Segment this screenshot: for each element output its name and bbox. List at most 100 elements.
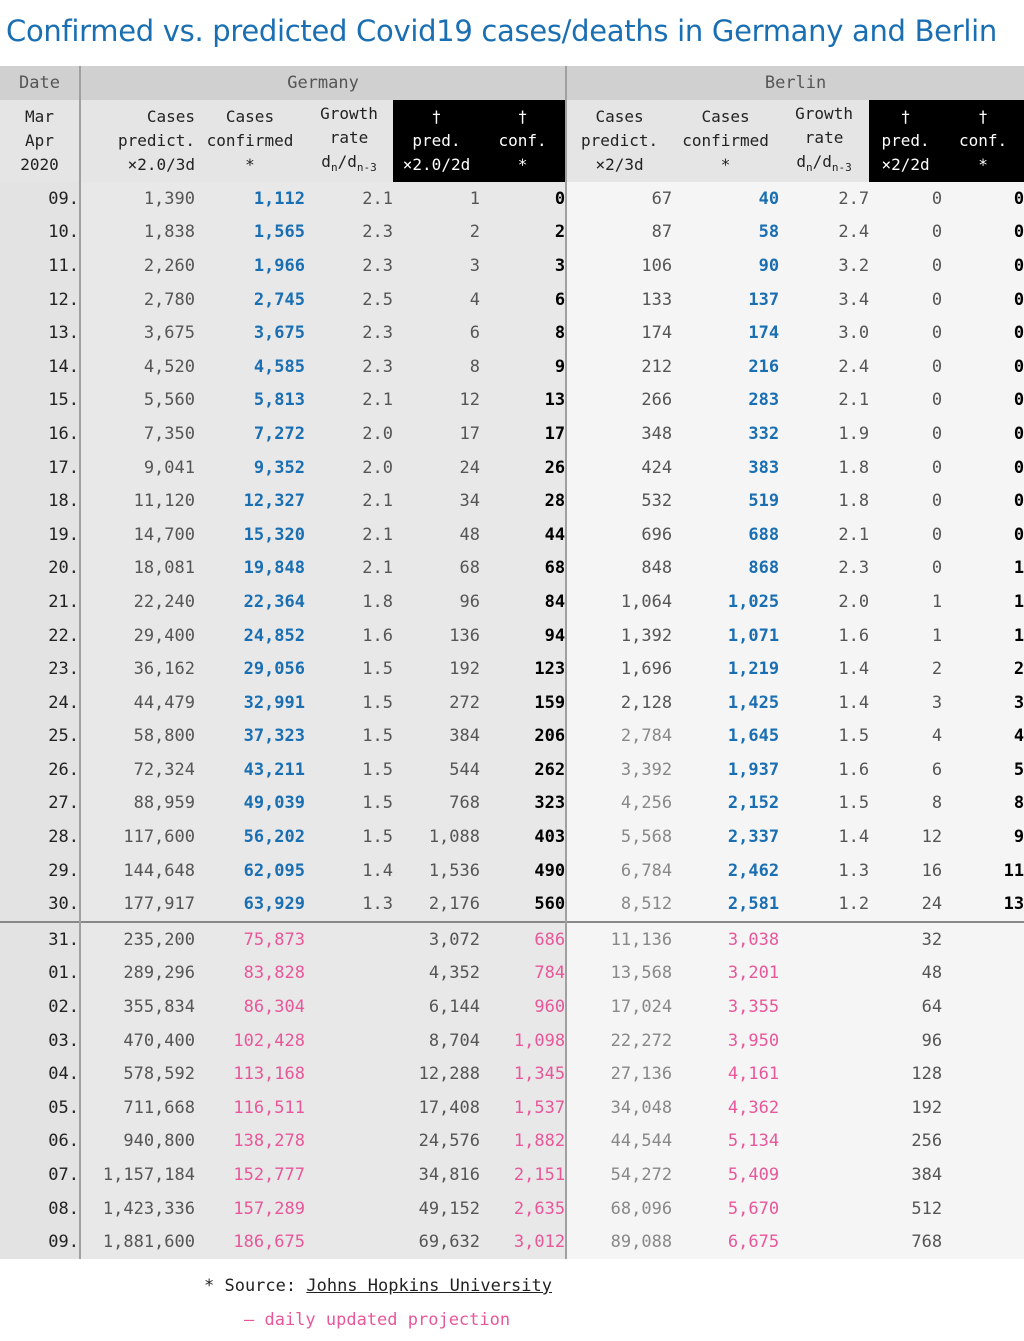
germany-deaths-predicted-cell: 6,144 bbox=[393, 990, 480, 1024]
table-row: 02. 355,834 86,304 6,144 960 17,024 3,355 64 bbox=[0, 990, 1024, 1024]
header-line: * bbox=[720, 155, 731, 174]
germany-growth-rate-cell: 2.0 bbox=[305, 450, 393, 485]
germany-cases-predicted-cell: 9,041 bbox=[79, 450, 195, 485]
header-line: conf. bbox=[958, 131, 1008, 150]
germany-cases-predicted-cell: 289,296 bbox=[79, 956, 195, 991]
berlin-cases-confirmed-cell: 4,362 bbox=[672, 1091, 780, 1125]
berlin-cases-confirmed-cell: 40 bbox=[672, 182, 780, 216]
berlin-cases-predicted-cell: 106 bbox=[565, 249, 673, 283]
berlin-growth-rate-cell: 1.4 bbox=[779, 652, 870, 686]
date-cell: 29. bbox=[0, 853, 80, 888]
source-link[interactable]: Johns Hopkins University bbox=[306, 1276, 552, 1296]
germany-deaths-confirmed-cell: 44 bbox=[480, 517, 567, 552]
germany-deaths-predicted-cell: 49,152 bbox=[393, 1191, 480, 1226]
germany-deaths-confirmed-cell: 9 bbox=[480, 349, 567, 384]
germany-deaths-predicted-cell: 12 bbox=[393, 383, 480, 418]
germany-cases-confirmed-cell: 86,304 bbox=[195, 990, 305, 1024]
germany-cases-confirmed-cell: 63,929 bbox=[195, 887, 305, 923]
table-row: 12. 2,780 2,745 2.5 4 6 133 137 3.4 0 0 bbox=[0, 282, 1024, 317]
berlin-growth-rate-cell: 1.5 bbox=[779, 786, 870, 821]
berlin-growth-rate-cell: 1.5 bbox=[779, 719, 870, 754]
berlin-deaths-confirmed-cell: 4 bbox=[942, 719, 1024, 754]
germany-cases-confirmed-cell: 12,327 bbox=[195, 484, 305, 518]
table-row: 03. 470,400 102,428 8,704 1,098 22,272 3,950 96 bbox=[0, 1023, 1024, 1058]
germany-deaths-confirmed-cell: 159 bbox=[480, 685, 567, 720]
germany-deaths-confirmed-cell: 3 bbox=[480, 249, 567, 283]
table-row: 22. 29,400 24,852 1.6 136 94 1,392 1,071 1.6 1 1 bbox=[0, 618, 1024, 653]
berlin-cases-predicted-cell: 1,392 bbox=[565, 618, 673, 653]
table-row: 05. 711,668 116,511 17,408 1,537 34,048 4,362 1… bbox=[0, 1091, 1024, 1125]
berlin-deaths-predicted-cell: 0 bbox=[869, 551, 943, 586]
germany-deaths-confirmed-cell: 3,012 bbox=[480, 1225, 567, 1259]
table-row: 31. 235,200 75,873 3,072 686 11,136 3,038 32 bbox=[0, 921, 1024, 957]
berlin-cases-confirmed-cell: 58 bbox=[672, 215, 780, 250]
berlin-cases-confirmed-cell: 3,201 bbox=[672, 956, 780, 991]
date-cell: 14. bbox=[0, 349, 80, 384]
germany-deaths-confirmed-cell: 403 bbox=[480, 820, 567, 854]
germany-growth-rate-cell: 1.6 bbox=[305, 618, 393, 653]
germany-deaths-predicted-cell: 3 bbox=[393, 249, 480, 283]
berlin-deaths-confirmed-cell: 0 bbox=[942, 182, 1024, 216]
date-cell: 30. bbox=[0, 887, 80, 923]
berlin-growth-rate-header: Growth rate dn/dn-3 bbox=[779, 100, 870, 182]
date-group-header: Date bbox=[0, 66, 80, 100]
germany-growth-rate-cell bbox=[305, 1023, 393, 1058]
header-line: Cases bbox=[595, 107, 644, 126]
table-row: 06. 940,800 138,278 24,576 1,882 44,544 5,134 2… bbox=[0, 1124, 1024, 1159]
berlin-cases-confirmed-cell: 2,462 bbox=[672, 853, 780, 888]
header-line: ×2.0/3d bbox=[127, 155, 195, 174]
berlin-cases-confirmed-cell: 2,337 bbox=[672, 820, 780, 854]
germany-group-header: Germany bbox=[78, 66, 567, 100]
germany-cases-confirmed-cell: 32,991 bbox=[195, 685, 305, 720]
berlin-cases-confirmed-header: Cases confirmed * bbox=[672, 100, 780, 182]
germany-cases-confirmed-cell: 116,511 bbox=[195, 1091, 305, 1125]
germany-cases-confirmed-cell: 3,675 bbox=[195, 316, 305, 350]
germany-deaths-predicted-cell: 8,704 bbox=[393, 1023, 480, 1058]
berlin-cases-confirmed-cell: 3,950 bbox=[672, 1023, 780, 1058]
berlin-cases-confirmed-cell: 1,645 bbox=[672, 719, 780, 754]
berlin-deaths-confirmed-cell bbox=[942, 1158, 1024, 1192]
germany-deaths-confirmed-cell: 123 bbox=[480, 652, 567, 686]
berlin-cases-predicted-cell: 87 bbox=[565, 215, 673, 250]
header-line: confirmed bbox=[206, 131, 294, 150]
germany-cases-confirmed-cell: 9,352 bbox=[195, 450, 305, 485]
germany-deaths-predicted-cell: 24 bbox=[393, 450, 480, 485]
berlin-cases-confirmed-cell: 3,355 bbox=[672, 990, 780, 1024]
berlin-growth-rate-cell: 1.8 bbox=[779, 484, 870, 518]
berlin-growth-rate-cell: 2.7 bbox=[779, 182, 870, 216]
table-row: 30. 177,917 63,929 1.3 2,176 560 8,512 2,581 1.2… bbox=[0, 887, 1024, 923]
germany-cases-predicted-cell: 711,668 bbox=[79, 1091, 195, 1125]
germany-cases-predicted-cell: 1,157,184 bbox=[79, 1158, 195, 1192]
berlin-deaths-predicted-cell: 0 bbox=[869, 316, 943, 350]
germany-deaths-predicted-cell: 2 bbox=[393, 215, 480, 250]
berlin-deaths-confirmed-cell: 13 bbox=[942, 887, 1024, 923]
germany-growth-rate-header: Growth rate dn/dn-3 bbox=[305, 100, 393, 182]
germany-growth-rate-cell bbox=[305, 1191, 393, 1226]
berlin-growth-rate-cell bbox=[779, 956, 870, 991]
berlin-deaths-confirmed-cell bbox=[942, 1091, 1024, 1125]
germany-cases-predicted-cell: 2,780 bbox=[79, 282, 195, 317]
header-line: * bbox=[245, 155, 255, 174]
germany-deaths-predicted-cell: 2,176 bbox=[393, 887, 480, 923]
berlin-cases-confirmed-cell: 519 bbox=[672, 484, 780, 518]
date-column-header: Mar Apr 2020 bbox=[0, 100, 80, 182]
date-cell: 25. bbox=[0, 719, 80, 754]
germany-deaths-predicted-cell: 1 bbox=[393, 182, 480, 216]
germany-cases-confirmed-cell: 29,056 bbox=[195, 652, 305, 686]
germany-cases-confirmed-cell: 43,211 bbox=[195, 753, 305, 787]
germany-growth-rate-cell: 2.3 bbox=[305, 249, 393, 283]
berlin-growth-rate-cell: 3.2 bbox=[779, 249, 870, 283]
berlin-growth-rate-cell bbox=[779, 1191, 870, 1226]
germany-deaths-predicted-cell: 96 bbox=[393, 585, 480, 619]
germany-deaths-confirmed-cell: 1,345 bbox=[480, 1057, 567, 1092]
germany-growth-rate-cell: 2.3 bbox=[305, 316, 393, 350]
germany-deaths-predicted-cell: 6 bbox=[393, 316, 480, 350]
berlin-deaths-predicted-cell: 768 bbox=[869, 1225, 943, 1259]
berlin-group-header: Berlin bbox=[565, 66, 1024, 100]
berlin-cases-predicted-cell: 532 bbox=[565, 484, 673, 518]
germany-growth-rate-cell: 2.3 bbox=[305, 215, 393, 250]
germany-cases-confirmed-cell: 5,813 bbox=[195, 383, 305, 418]
berlin-deaths-predicted-cell: 2 bbox=[869, 652, 943, 686]
berlin-deaths-confirmed-cell: 9 bbox=[942, 820, 1024, 854]
germany-deaths-confirmed-cell: 13 bbox=[480, 383, 567, 418]
